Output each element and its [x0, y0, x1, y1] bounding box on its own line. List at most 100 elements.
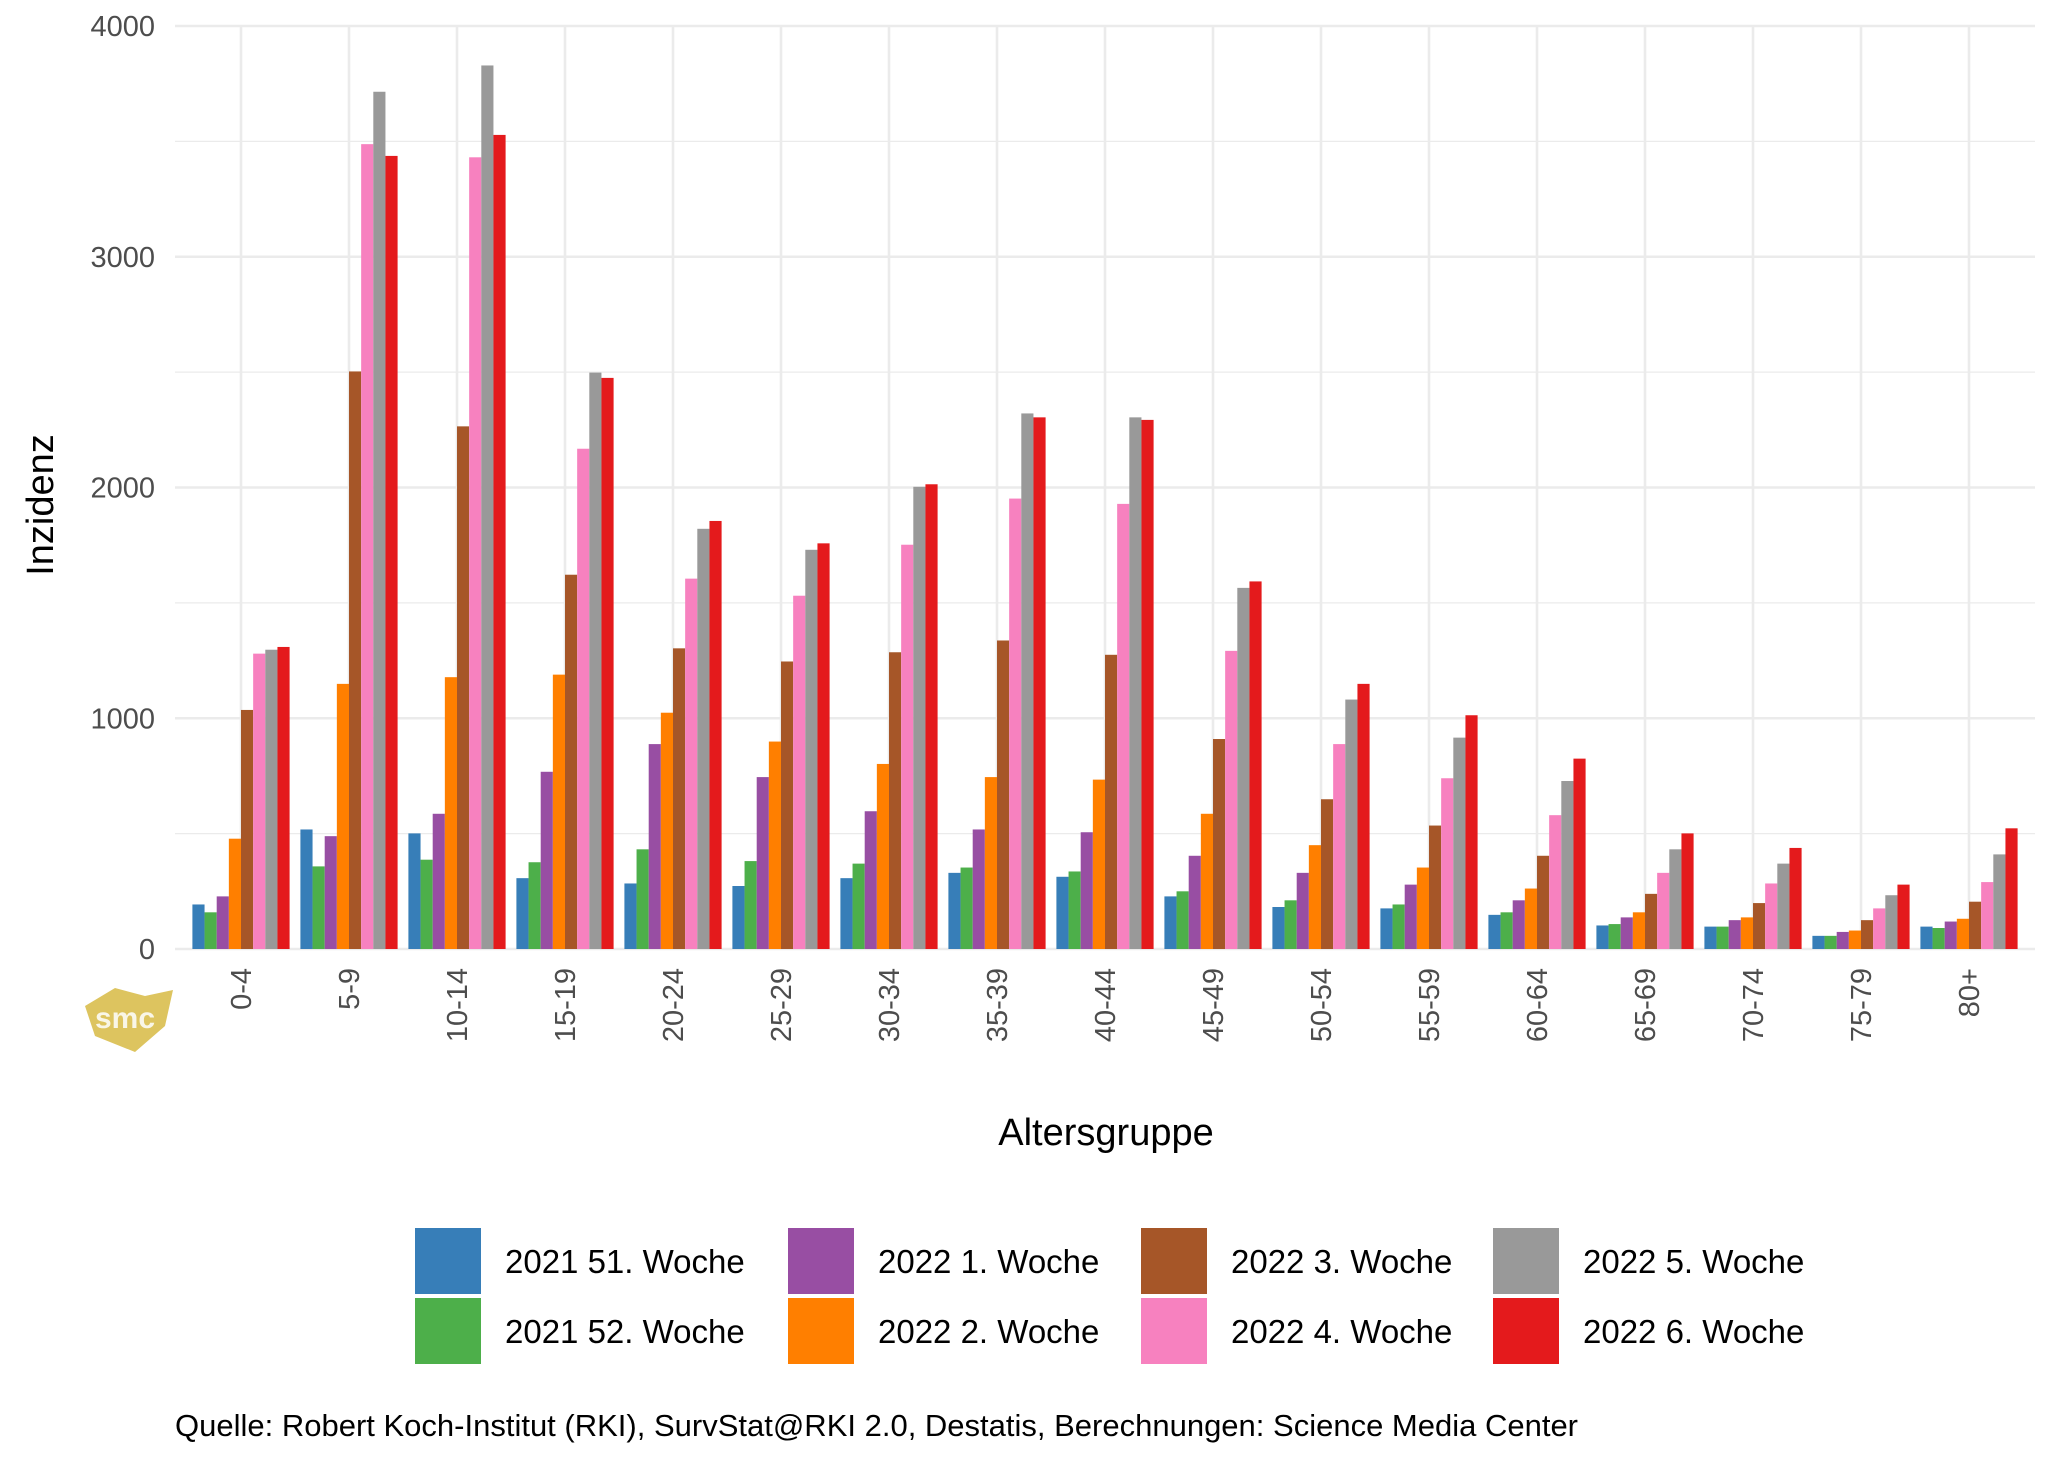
- bar: [1669, 849, 1682, 949]
- bar: [1021, 413, 1034, 949]
- bar: [1789, 847, 1802, 949]
- caption: Quelle: Robert Koch-Institut (RKI), Surv…: [175, 1408, 1578, 1443]
- bar: [1009, 498, 1022, 949]
- x-tick-label: 50-54: [1306, 968, 1338, 1042]
- bar: [324, 836, 337, 949]
- bar: [1465, 715, 1478, 949]
- bar: [1561, 781, 1574, 949]
- bar: [1537, 855, 1550, 949]
- bar: [1488, 914, 1501, 949]
- y-axis-ticks: 0 1000 2000 3000 4000: [90, 11, 155, 966]
- bar: [192, 904, 205, 949]
- bar: [925, 484, 938, 949]
- y-tick-label: 0: [139, 934, 155, 966]
- y-tick-label: 4000: [90, 11, 155, 43]
- bar: [457, 426, 470, 949]
- bar: [864, 811, 877, 949]
- bar: [589, 372, 602, 949]
- y-tick-label: 2000: [90, 473, 155, 505]
- bar: [1956, 918, 1969, 949]
- legend-label: 2021 52. Woche: [505, 1313, 745, 1350]
- bar: [1512, 900, 1525, 949]
- x-tick-label: 80+: [1954, 968, 1986, 1017]
- bar: [265, 649, 278, 949]
- bar: [1321, 799, 1334, 949]
- legend-key: [415, 1228, 481, 1294]
- bar: [228, 838, 241, 949]
- bars: [192, 65, 2018, 950]
- bar: [984, 777, 997, 949]
- bar: [1632, 912, 1645, 949]
- bar: [1704, 926, 1717, 949]
- bar: [1296, 872, 1309, 949]
- bar: [1608, 924, 1621, 949]
- bar: [349, 371, 362, 949]
- bar: [481, 65, 494, 949]
- bar: [1345, 699, 1358, 949]
- legend-label: 2021 51. Woche: [505, 1243, 745, 1280]
- bar: [552, 674, 565, 949]
- bar: [793, 595, 806, 949]
- x-tick-label: 30-34: [874, 968, 906, 1042]
- bar: [385, 155, 398, 950]
- bar: [1056, 876, 1069, 949]
- bar: [1357, 683, 1370, 949]
- bar: [1164, 896, 1177, 949]
- x-tick-label: 65-69: [1630, 968, 1662, 1042]
- bar: [1237, 587, 1250, 949]
- bar: [840, 878, 853, 949]
- bar: [336, 683, 349, 949]
- legend: 2021 51. Woche 2021 52. Woche 2022 1. Woch…: [415, 1228, 1804, 1364]
- bar: [577, 448, 590, 949]
- bar: [444, 677, 457, 949]
- x-tick-label: 25-29: [766, 968, 798, 1042]
- legend-label: 2022 2. Woche: [878, 1313, 1099, 1350]
- legend-key: [1493, 1298, 1559, 1364]
- bar: [997, 640, 1010, 949]
- bar: [277, 646, 290, 949]
- bar: [1716, 926, 1729, 949]
- bar: [1429, 825, 1442, 949]
- bar: [1500, 912, 1513, 949]
- bar: [1141, 419, 1154, 949]
- bar: [673, 648, 686, 949]
- legend-label: 2022 4. Woche: [1231, 1313, 1452, 1350]
- bar: [1848, 930, 1861, 949]
- x-tick-label: 0-4: [226, 968, 258, 1010]
- bar: [624, 883, 637, 949]
- legend-key: [788, 1298, 854, 1364]
- bar: [744, 861, 757, 949]
- bar: [889, 652, 902, 949]
- x-tick-label: 75-79: [1846, 968, 1878, 1042]
- x-tick-label: 10-14: [442, 968, 474, 1042]
- bar: [1080, 832, 1093, 949]
- bar: [1129, 417, 1142, 949]
- bar: [565, 574, 578, 949]
- bar: [1944, 921, 1957, 949]
- bar: [1092, 779, 1105, 949]
- bar: [732, 886, 745, 949]
- bar: [1416, 867, 1429, 949]
- bar: [1885, 895, 1898, 949]
- bar: [1404, 884, 1417, 949]
- bar: [408, 833, 421, 949]
- legend-key: [1141, 1228, 1207, 1294]
- bar: [1836, 931, 1849, 949]
- smc-logo-text: smc: [95, 1002, 155, 1035]
- bar: [1392, 904, 1405, 949]
- bar: [1620, 917, 1633, 949]
- bar: [469, 157, 482, 949]
- bar: [1284, 900, 1297, 949]
- bar: [756, 777, 769, 949]
- bar: [601, 377, 614, 949]
- bar: [1105, 654, 1118, 949]
- bar: [852, 863, 865, 949]
- bar: [972, 829, 985, 949]
- bar: [1728, 920, 1741, 949]
- bar: [1681, 833, 1694, 949]
- bar: [1573, 758, 1586, 949]
- bar: [540, 771, 553, 949]
- bar: [948, 872, 961, 949]
- bar: [1068, 871, 1081, 949]
- bar: [1188, 855, 1201, 949]
